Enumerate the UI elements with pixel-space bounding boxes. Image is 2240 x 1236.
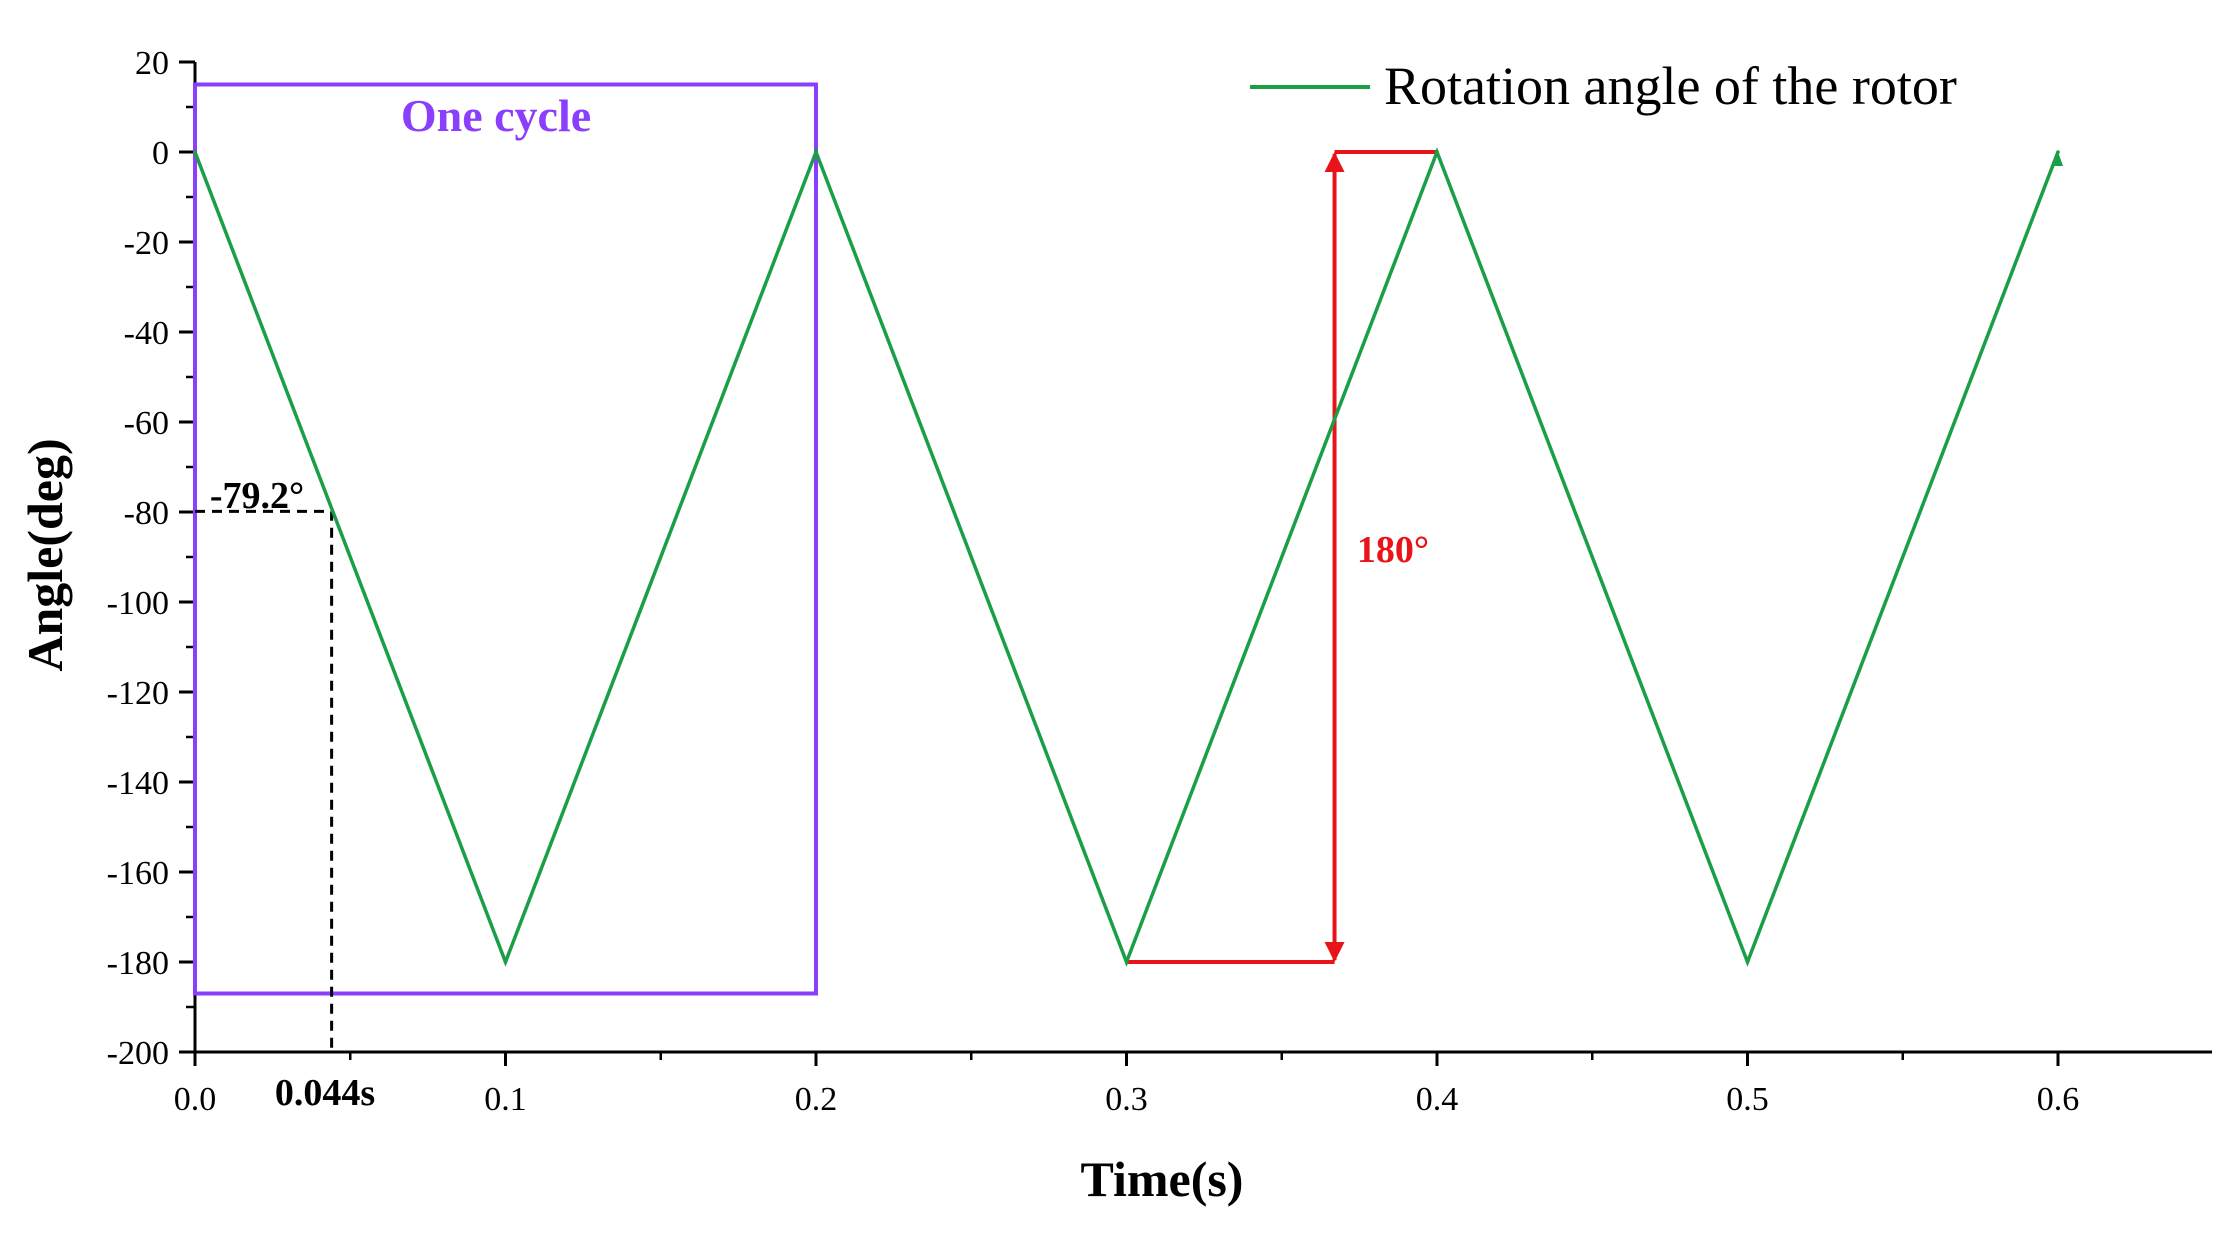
y-tick-label: -60	[124, 405, 169, 442]
y-tick-label: -20	[124, 225, 169, 262]
x-tick-label: 0.0	[174, 1081, 217, 1118]
x-tick-label: 0.5	[1726, 1081, 1769, 1118]
data-point	[814, 150, 818, 154]
point-x-label: 0.044s	[275, 1072, 375, 1114]
y-tick-label: -40	[124, 315, 169, 352]
y-tick-label: 20	[135, 45, 169, 82]
series-end-arrow	[2052, 152, 2063, 166]
x-tick-label: 0.3	[1105, 1081, 1148, 1118]
y-tick-label: -180	[107, 945, 169, 982]
x-tick-label: 0.4	[1416, 1081, 1459, 1118]
y-tick-label: -200	[107, 1035, 169, 1072]
y-tick-label: -160	[107, 855, 169, 892]
data-point	[1435, 150, 1439, 154]
series-line-0	[193, 147, 2060, 967]
data-point	[1124, 960, 1129, 964]
series	[193, 147, 2063, 967]
legend-label: Rotation angle of the rotor	[1384, 56, 1957, 116]
y-axis-title: Angle(deg)	[17, 438, 73, 671]
y-tick-label: -140	[107, 765, 169, 802]
y-tick-label: -120	[107, 675, 169, 712]
data-point	[1745, 960, 1750, 964]
legend: Rotation angle of the rotor	[1250, 56, 1957, 116]
data-point	[503, 960, 508, 964]
point-guide-lines	[195, 509, 334, 1052]
x-tick-label: 0.2	[795, 1081, 838, 1118]
y-tick-label: 0	[152, 135, 169, 172]
ticks: 200-20-40-60-80-100-120-140-160-180-2000…	[107, 45, 2080, 1118]
y-tick-label: -100	[107, 585, 169, 622]
x-tick-label: 0.6	[2037, 1081, 2080, 1118]
amplitude-label: 180°	[1357, 529, 1429, 571]
one-cycle-label: One cycle	[401, 90, 591, 141]
data-point	[193, 150, 197, 154]
axes	[193, 62, 2212, 1054]
x-tick-label: 0.1	[484, 1081, 527, 1118]
annotations: One cycle -79.2° 0.044s 180°	[193, 82, 1437, 1114]
y-tick-label: -80	[124, 495, 169, 532]
one-cycle-box	[193, 82, 818, 996]
point-y-label: -79.2°	[210, 475, 304, 517]
x-axis-title: Time(s)	[1081, 1151, 1244, 1207]
